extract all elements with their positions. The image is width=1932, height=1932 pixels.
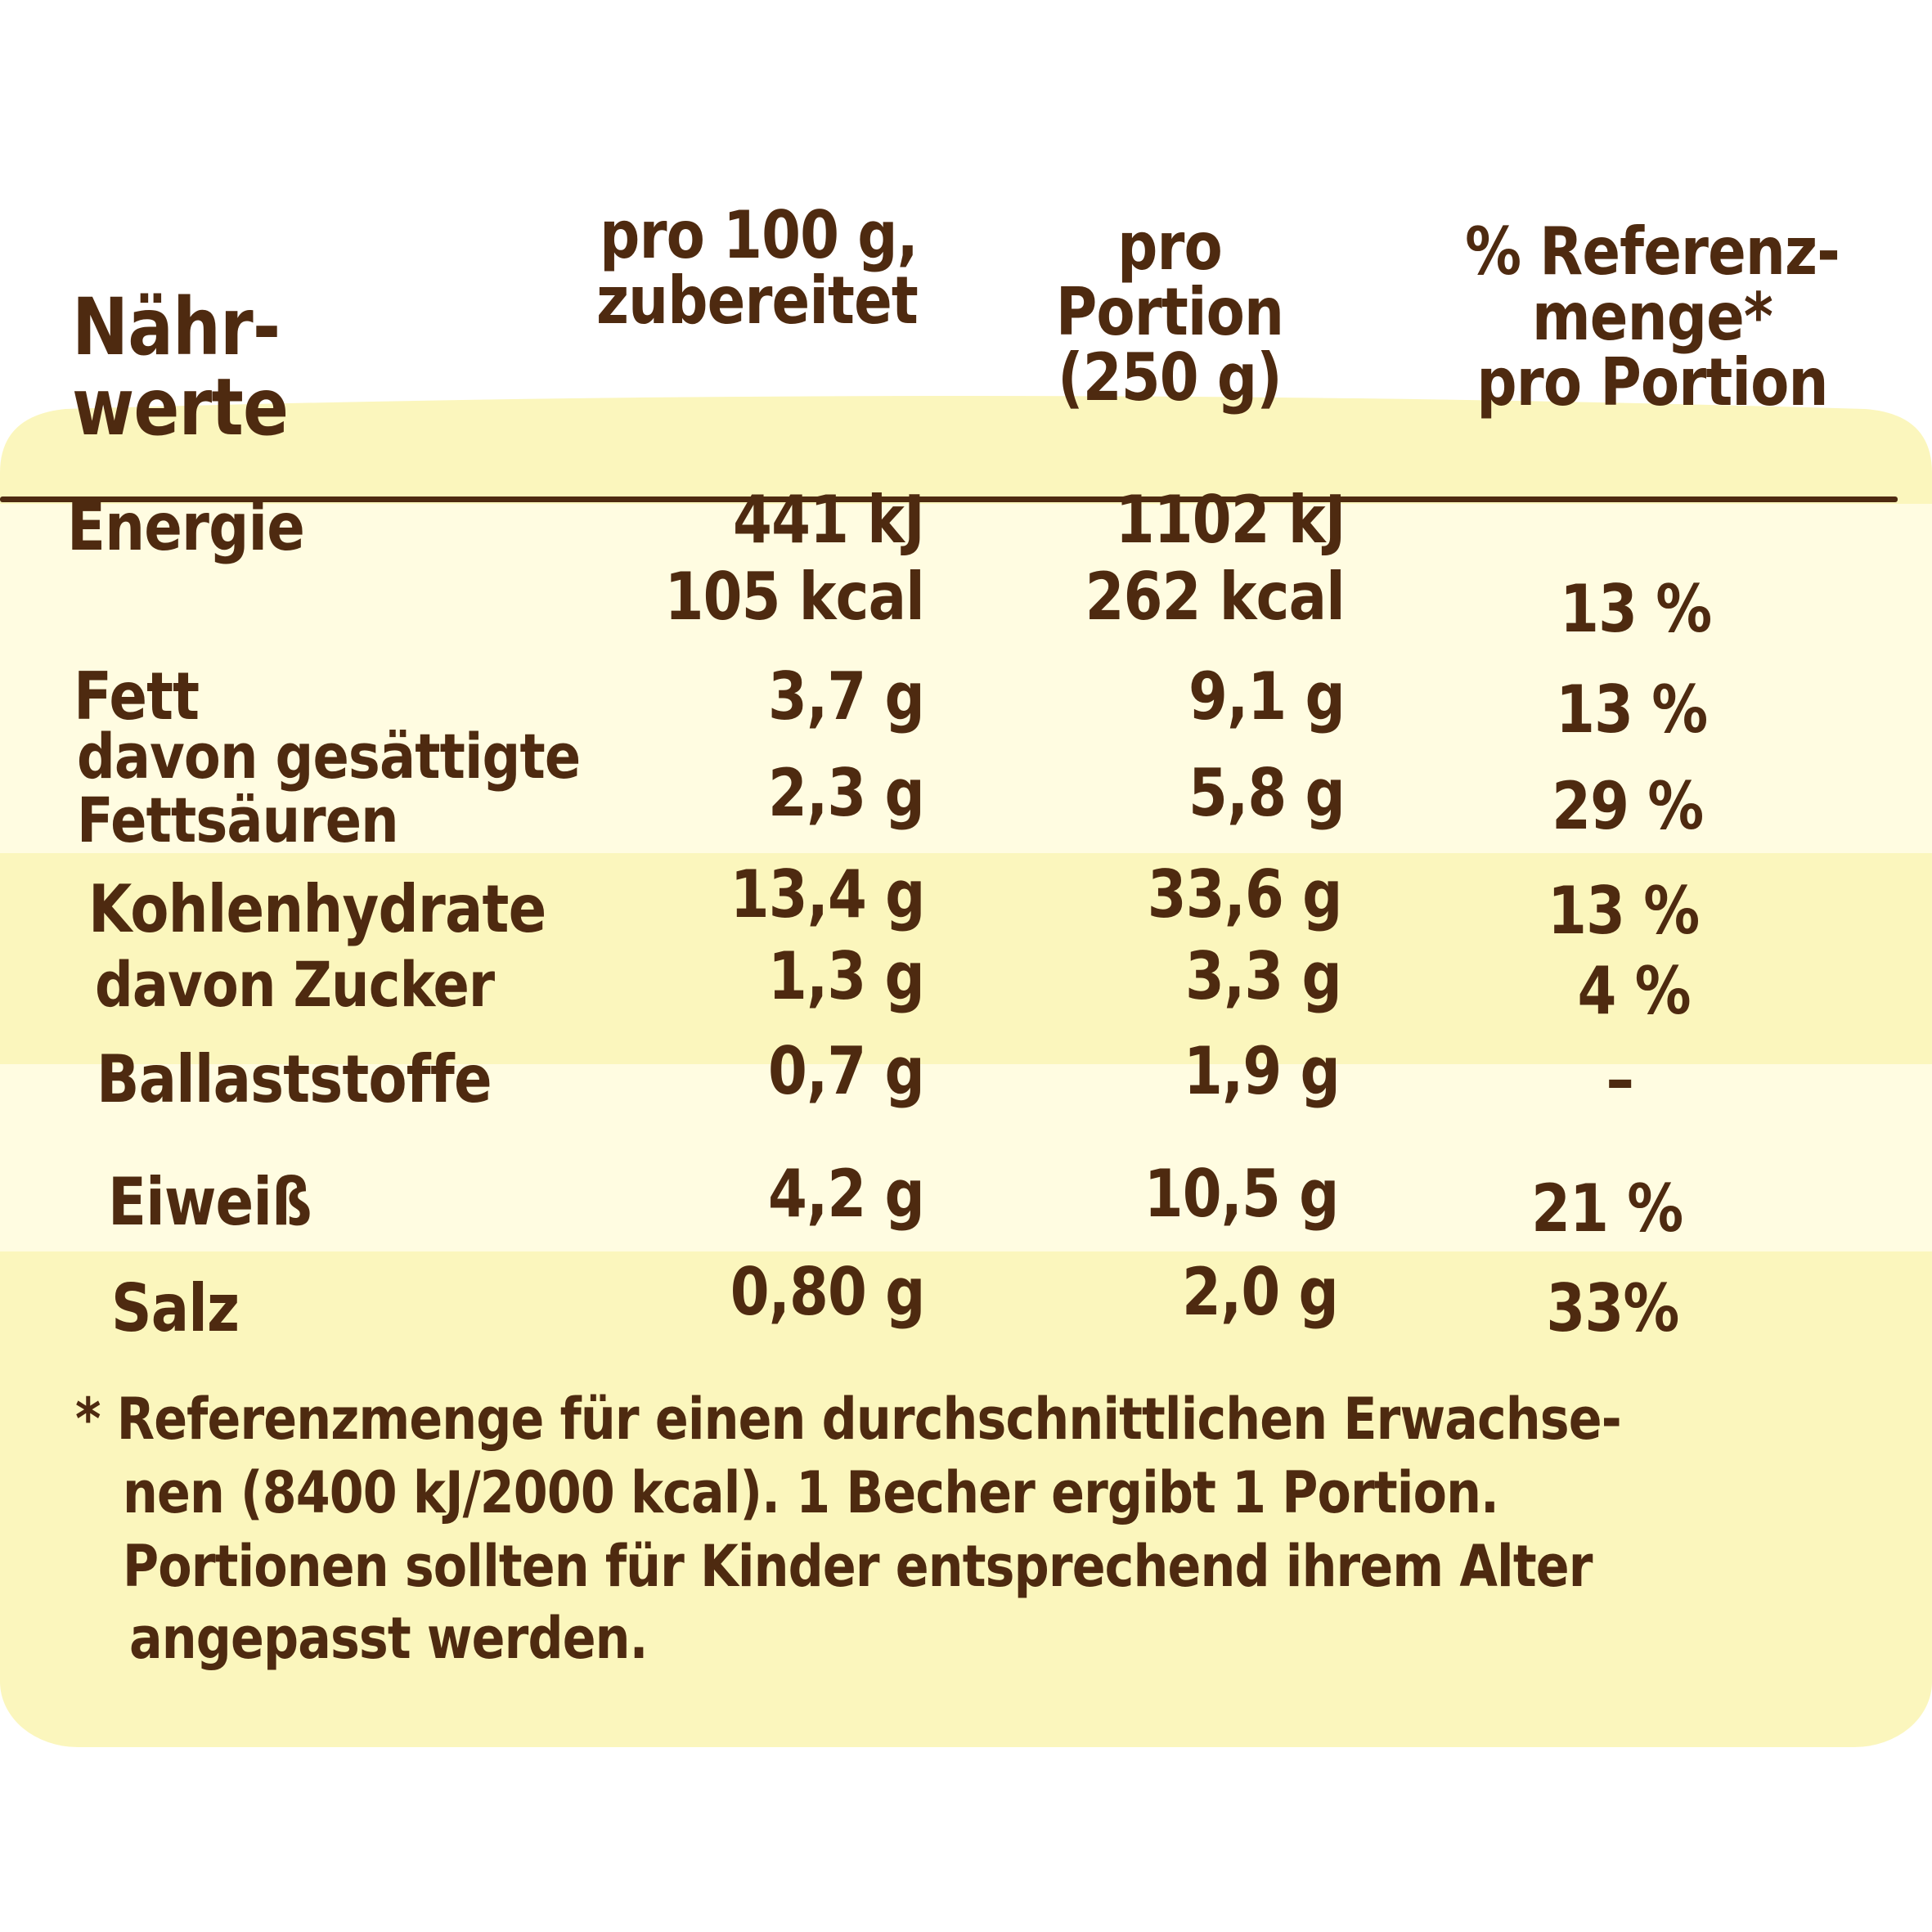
energie-ri: 13 % <box>1559 571 1712 647</box>
header-divider <box>0 496 1898 502</box>
fett-portion: 9,1 g <box>1188 658 1346 735</box>
energie-per100-kcal: 105 kcal <box>664 559 925 635</box>
label-salz: Salz <box>111 1270 240 1346</box>
label-fett: Fett <box>74 658 200 735</box>
footnote-line-1: * Referenzmenge für einen durchschnittli… <box>75 1386 1622 1453</box>
label-ballaststoffe: Ballaststoffe <box>97 1041 492 1117</box>
gesaettigte-ri: 29 % <box>1551 768 1704 844</box>
gesaettigte-per100: 2,3 g <box>768 755 925 831</box>
kohlenhydrate-ri: 13 % <box>1547 873 1700 949</box>
fett-ri: 13 % <box>1555 672 1708 748</box>
ballaststoffe-portion: 1,9 g <box>1184 1033 1341 1109</box>
salz-portion: 2,0 g <box>1182 1254 1339 1330</box>
energie-portion-kj: 1102 kJ <box>1115 482 1346 558</box>
band-eiweiss <box>0 1160 1932 1251</box>
eiweiss-per100: 4,2 g <box>768 1156 925 1232</box>
label-energie: Energie <box>67 489 305 565</box>
zucker-ri: 4 % <box>1577 953 1692 1029</box>
nutrition-panel <box>0 195 1932 1747</box>
fett-per100: 3,7 g <box>768 658 925 735</box>
header-per100: pro 100 g, zubereitet <box>596 197 919 339</box>
eiweiss-ri: 21 % <box>1530 1170 1683 1247</box>
label-kohlenhydrate: Kohlenhydrate <box>88 871 546 947</box>
ballaststoffe-ri: – <box>1606 1041 1633 1117</box>
energie-per100-kj: 441 kJ <box>733 482 925 558</box>
header-reference: % Referenz- menge* pro Portion <box>1465 213 1840 420</box>
energie-portion-kcal: 262 kcal <box>1085 559 1346 635</box>
salz-per100: 0,80 g <box>730 1254 925 1330</box>
header-portion: pro Portion (250 g) <box>1055 209 1284 416</box>
band-energie <box>0 504 1932 853</box>
salz-ri: 33% <box>1545 1270 1679 1346</box>
eiweiss-portion: 10,5 g <box>1143 1156 1339 1232</box>
kohlenhydrate-portion: 33,6 g <box>1147 856 1342 932</box>
zucker-per100: 1,3 g <box>768 938 925 1014</box>
label-zucker: davon Zucker <box>95 948 495 1021</box>
kohlenhydrate-per100: 13,4 g <box>730 856 925 932</box>
footnote-line-2: nen (8400 kJ/2000 kcal). 1 Becher ergibt… <box>123 1459 1499 1526</box>
header-nutrient: Nähr- werte <box>72 281 289 453</box>
footnote-line-4: angepasst werden. <box>129 1605 649 1672</box>
label-gesaettigte: davon gesättigte Fettsäuren <box>77 720 581 856</box>
ballaststoffe-per100: 0,7 g <box>768 1033 925 1109</box>
label-eiweiss: Eiweiß <box>108 1164 312 1240</box>
gesaettigte-portion: 5,8 g <box>1188 755 1346 831</box>
footnote-line-3: Portionen sollten für Kinder entsprechen… <box>123 1533 1593 1600</box>
zucker-portion: 3,3 g <box>1185 938 1342 1014</box>
